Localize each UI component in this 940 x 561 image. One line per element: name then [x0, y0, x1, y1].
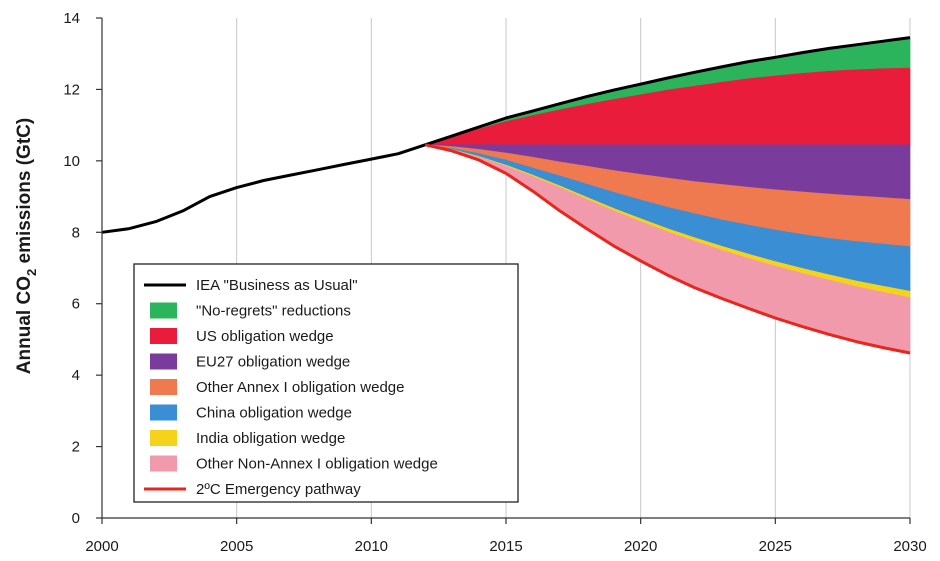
- legend-swatch-us-obligation-wedge: [150, 328, 177, 344]
- y-axis-title: Annual CO2 emissions (GtC): [14, 118, 39, 374]
- x-tick-label-2005: 2005: [220, 538, 253, 555]
- y-tick-label-12: 12: [63, 81, 80, 98]
- legend-swatch-other-non-annex-i-obligation-wedge: [150, 455, 177, 472]
- legend-label-india-obligation-wedge: India obligation wedge: [196, 430, 345, 447]
- x-axis-ticks: 2000 2005 2010 2015 2020 2025 2030: [85, 518, 927, 555]
- legend: IEA "Business as Usual" "No-regrets" redu…: [133, 263, 519, 503]
- y-tick-label-2: 2: [72, 439, 80, 456]
- y-tick-label-8: 8: [72, 224, 80, 241]
- legend-label-iea-business-as-usual: IEA "Business as Usual": [196, 277, 358, 294]
- y-axis-ticks: 0 2 4 6 8 10 12 14: [63, 10, 102, 527]
- x-tick-label-2030: 2030: [893, 538, 926, 555]
- x-tick-label-2015: 2015: [489, 538, 522, 555]
- y-tick-label-4: 4: [72, 367, 80, 384]
- legend-swatch-no-regrets-reductions: [150, 302, 177, 319]
- legend-label-china-obligation-wedge: China obligation wedge: [196, 405, 352, 422]
- y-tick-label-0: 0: [72, 510, 80, 527]
- series-lines: [101, 36, 911, 355]
- x-tick-label-2010: 2010: [355, 538, 388, 555]
- x-tick-label-2020: 2020: [624, 538, 657, 555]
- legend-swatch-eu27-obligation-wedge: [150, 353, 177, 370]
- legend-label-no-regrets-reductions: "No-regrets" reductions: [196, 303, 351, 320]
- legend-label-us-obligation-wedge: US obligation wedge: [196, 328, 334, 345]
- legend-label-2-c-emergency-pathway: 2ºC Emergency pathway: [196, 481, 361, 498]
- legend-label-eu27-obligation-wedge: EU27 obligation wedge: [196, 354, 350, 371]
- legend-box: [133, 263, 519, 503]
- x-tick-label-2025: 2025: [759, 538, 792, 555]
- line-2-c-emergency-pathway: [424, 143, 911, 355]
- y-axis-title-rest: emissions (GtC): [14, 118, 35, 269]
- y-tick-label-10: 10: [63, 153, 80, 170]
- legend-swatch-other-annex-i-obligation-wedge: [150, 379, 177, 395]
- legend-swatch-india-obligation-wedge: [150, 430, 177, 446]
- wedge-areas: [425, 37, 911, 354]
- y-tick-label-14: 14: [63, 10, 80, 27]
- legend-swatch-china-obligation-wedge: [150, 404, 177, 421]
- legend-label-other-non-annex-i-obligation-wedge: Other Non-Annex I obligation wedge: [196, 456, 438, 473]
- y-tick-label-6: 6: [72, 296, 80, 313]
- y-axis-title-subscript: 2: [24, 269, 39, 276]
- y-axis-title-main: Annual CO: [14, 276, 35, 374]
- x-tick-label-2000: 2000: [85, 538, 118, 555]
- legend-label-other-annex-i-obligation-wedge: Other Annex I obligation wedge: [196, 379, 404, 396]
- line-iea-business-as-usual: [101, 36, 911, 234]
